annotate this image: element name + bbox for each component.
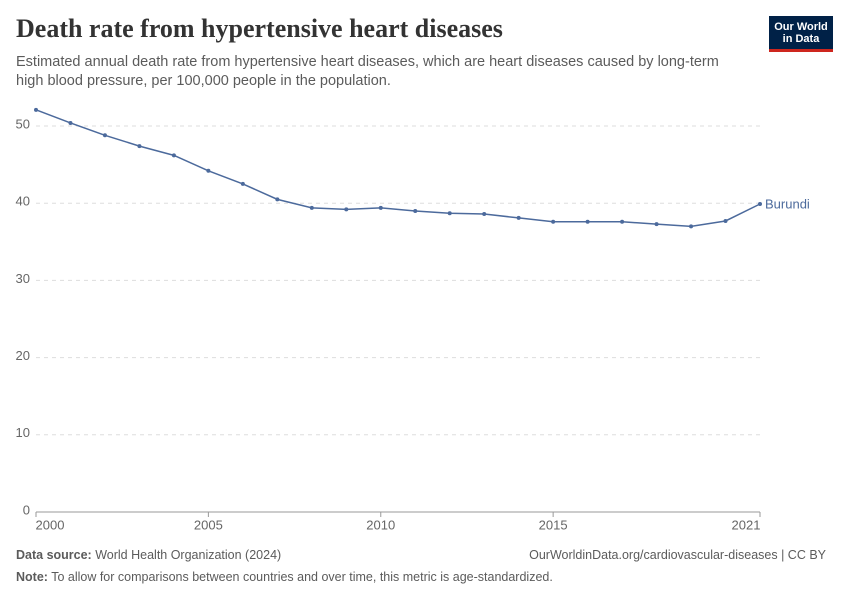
y-tick-label: 50: [16, 116, 30, 131]
note: Note: To allow for comparisons between c…: [16, 570, 553, 584]
data-point: [206, 168, 211, 173]
data-point: [240, 181, 245, 186]
data-point: [275, 197, 280, 202]
data-point: [309, 205, 314, 210]
data-point: [102, 133, 107, 138]
series-line: [35, 109, 761, 228]
y-tick-label: 40: [16, 194, 30, 209]
logo-text: in Data: [782, 33, 820, 45]
logo-text: Our World: [774, 21, 828, 33]
url[interactable]: OurWorldinData.org/cardiovascular-diseas…: [529, 548, 826, 562]
source-text[interactable]: World Health Organization (2024): [95, 548, 282, 562]
data-point: [516, 215, 521, 220]
source: Data source: World Health Organization (…: [16, 548, 281, 562]
x-tick-label: 2000: [36, 517, 65, 532]
data-point: [413, 208, 418, 213]
chart-subtitle: Estimated annual death rate from hyperte…: [16, 54, 719, 89]
data-point: [171, 153, 176, 158]
data-point: [137, 144, 142, 149]
data-point: [482, 212, 487, 217]
data-point: [585, 219, 590, 224]
y-tick-label: 10: [16, 425, 30, 440]
source-label: Data source:: [16, 548, 92, 562]
chart-title: Death rate from hypertensive heart disea…: [16, 14, 503, 43]
y-tick-label: 30: [16, 271, 30, 286]
data-point: [447, 211, 452, 216]
data-point: [34, 107, 38, 112]
y-tick-label: 0: [23, 502, 30, 517]
data-point: [344, 207, 349, 212]
y-tick-label: 20: [16, 348, 30, 363]
data-point: [689, 224, 694, 229]
data-point: [68, 120, 73, 125]
logo[interactable]: Our World in Data: [769, 16, 833, 52]
x-tick-label: 2015: [539, 517, 568, 532]
x-tick-label: 2010: [366, 517, 395, 532]
note-label: Note:: [16, 570, 48, 584]
data-point: [723, 218, 728, 223]
x-tick-label: 2005: [194, 517, 223, 532]
data-point: [620, 219, 625, 224]
note-text: To allow for comparisons between countri…: [51, 570, 553, 584]
data-point: [758, 202, 762, 207]
data-point: [378, 205, 383, 210]
data-point: [551, 219, 556, 224]
series-label: Burundi: [765, 196, 810, 211]
x-tick-label: 2021: [732, 517, 761, 532]
data-point: [654, 222, 659, 227]
